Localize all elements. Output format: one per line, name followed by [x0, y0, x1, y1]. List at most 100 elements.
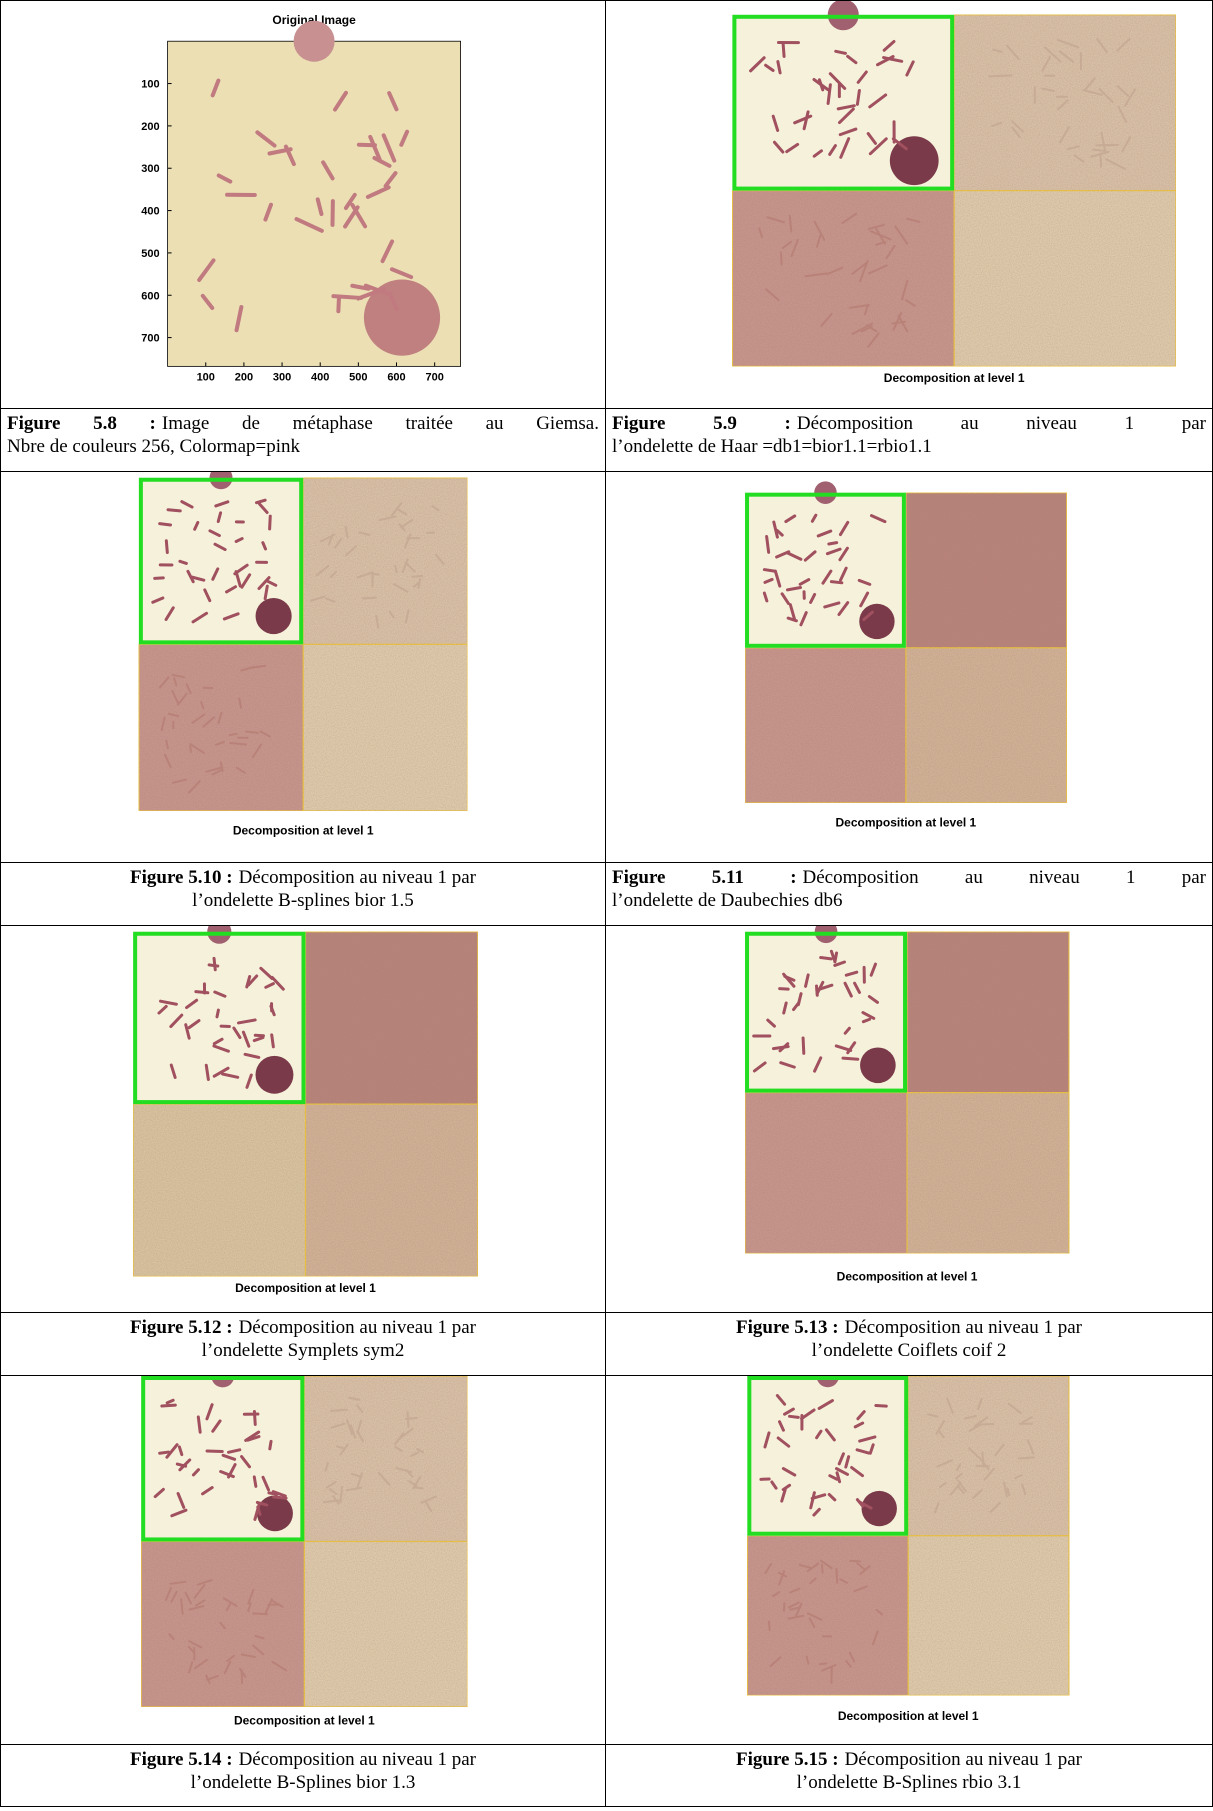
- detail-quadrant: [908, 1536, 1069, 1696]
- figure-image: Decomposition at level 1: [606, 1, 1212, 408]
- detail-quadrant: [303, 478, 467, 645]
- y-tick-label: 400: [141, 206, 159, 218]
- detail-quadrant: [747, 1536, 908, 1696]
- chromosome: [270, 1441, 271, 1448]
- y-tick-label: 300: [141, 163, 159, 175]
- chromosome: [836, 51, 846, 53]
- y-tick-label: 700: [141, 333, 159, 345]
- y-tick-label: 500: [141, 248, 159, 260]
- detail-quadrant: [954, 191, 1176, 367]
- image-title: Decomposition at level 1: [837, 1269, 978, 1283]
- detail-quadrant: [303, 644, 467, 811]
- detail-quadrant: [304, 1541, 467, 1706]
- caption-line: Figure 5.14 : Décomposition au niveau 1 p…: [7, 1748, 599, 1771]
- detail-quadrant: [906, 493, 1067, 648]
- image-title: Decomposition at level 1: [235, 1281, 376, 1295]
- caption-label: Figure 5.10 :: [130, 867, 233, 888]
- chromosome: [214, 958, 215, 969]
- chromosome: [217, 1010, 218, 1017]
- caption-label: Figure 5.12 :: [130, 1317, 233, 1338]
- chromosome: [155, 578, 164, 579]
- chromosome: [359, 145, 375, 146]
- chromosome: [790, 1416, 799, 1417]
- caption-label: Figure 5.13 :: [736, 1317, 839, 1338]
- caption-line: l’ondelette de Daubechies db6: [612, 889, 1206, 912]
- chromosome: [990, 75, 1012, 76]
- caption-line: Figure 5.13 : Décomposition au niveau 1 p…: [612, 1316, 1206, 1339]
- figure-cell: Original Image10020030040050060070010020…: [0, 0, 606, 409]
- nucleus: [859, 604, 894, 639]
- figure-caption: Figure 5.10 : Décomposition au niveau 1 p…: [0, 862, 606, 926]
- chromosome: [783, 43, 784, 57]
- chromosome: [836, 1569, 837, 1583]
- figure-caption: Figure 5.12 : Décomposition au niveau 1 p…: [0, 1312, 606, 1376]
- detail-quadrant: [133, 1104, 305, 1276]
- caption-label: Figure 5.8 :: [7, 413, 156, 434]
- chromosome: [180, 561, 186, 563]
- chromosome: [857, 90, 859, 104]
- caption-line: Figure 5.15 :Décomposition au niveau 1 p…: [612, 1748, 1206, 1771]
- chromosome: [160, 524, 171, 525]
- figure-cell: Decomposition at level 1: [0, 1375, 606, 1745]
- chromosome: [764, 570, 775, 572]
- figure-cell: Decomposition at level 1: [605, 925, 1213, 1313]
- detail-quadrant: [906, 648, 1067, 803]
- y-tick-label: 600: [141, 290, 159, 302]
- caption-line: Figure 5.11 :Décomposition au niveau 1 p…: [612, 866, 1206, 889]
- chromosome: [767, 537, 769, 553]
- x-tick-label: 100: [197, 371, 215, 383]
- caption-label: Figure 5.9 :: [612, 413, 791, 434]
- detail-quadrant: [908, 1376, 1069, 1536]
- figure-caption: Figure 5.13 : Décomposition au niveau 1 p…: [605, 1312, 1213, 1376]
- figure-cell: Decomposition at level 1: [605, 471, 1213, 863]
- caption-text: Décomposition au niveau 1 par: [239, 1749, 476, 1770]
- detail-quadrant: [139, 644, 303, 811]
- caption-line: l’ondelette B-splines bior 1.5: [7, 889, 599, 912]
- image-title: Decomposition at level 1: [233, 823, 374, 837]
- chromosome: [803, 1038, 804, 1053]
- chromosome: [166, 541, 167, 553]
- caption-text: Décomposition au niveau 1 par: [797, 413, 1206, 434]
- detail-quadrant: [305, 1104, 477, 1276]
- chromosome: [413, 576, 423, 577]
- chromosome: [415, 1487, 423, 1488]
- caption-text: Décomposition au niveau 1 par: [845, 1749, 1082, 1770]
- x-tick-label: 700: [425, 371, 443, 383]
- chromosome: [982, 1453, 983, 1467]
- chromosome: [1101, 156, 1102, 167]
- nucleus: [294, 21, 335, 62]
- chromosome: [270, 516, 271, 529]
- chromosome: [363, 598, 376, 599]
- y-tick-label: 100: [141, 79, 159, 91]
- chromosome: [168, 510, 180, 511]
- image-title: Decomposition at level 1: [836, 815, 977, 829]
- caption-text: Décomposition au niveau 1 par: [239, 1317, 476, 1338]
- chromosome: [265, 586, 267, 599]
- caption-text: Décomposition au niveau 1 par: [239, 867, 476, 888]
- figure-cell: Decomposition at level 1: [0, 925, 606, 1313]
- caption-line: Figure 5.8 :Image de métaphase traitée a…: [7, 412, 599, 435]
- figure-image: Decomposition at level 1: [1, 1376, 605, 1744]
- figure-caption: Figure 5.14 : Décomposition au niveau 1 p…: [0, 1744, 606, 1807]
- chromosome: [230, 734, 237, 735]
- x-tick-label: 200: [235, 371, 253, 383]
- figure-caption: Figure 5.9 : Décomposition au niveau 1 pa…: [605, 408, 1213, 472]
- detail-quadrant: [732, 191, 954, 367]
- chromosome: [1019, 1457, 1034, 1458]
- chromosome: [820, 1663, 827, 1664]
- chromosome: [408, 1412, 409, 1427]
- nucleus: [860, 1047, 896, 1083]
- chromosome: [162, 1405, 175, 1406]
- caption-line: Figure 5.10 : Décomposition au niveau 1 p…: [7, 866, 599, 889]
- nucleus: [256, 1056, 294, 1094]
- caption-line: l’ondelette B-Splines rbio 3.1: [612, 1771, 1206, 1794]
- caption-text: Décomposition au niveau 1 par: [845, 1317, 1082, 1338]
- chromosome: [190, 745, 191, 752]
- caption-line: l’ondelette Symplets sym2: [7, 1339, 599, 1362]
- chromosome: [876, 1405, 886, 1406]
- x-tick-label: 600: [387, 371, 405, 383]
- caption-label: Figure 5.11 :: [612, 867, 797, 888]
- figure-cell: Decomposition at level 1: [605, 1375, 1213, 1745]
- figure-image: Decomposition at level 1: [606, 1376, 1212, 1744]
- caption-label: Figure 5.14 :: [130, 1749, 233, 1770]
